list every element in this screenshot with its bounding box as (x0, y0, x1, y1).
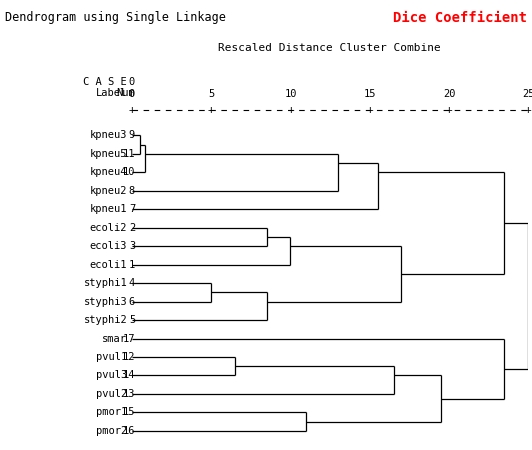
Text: kpneu2: kpneu2 (90, 186, 127, 196)
Text: 7: 7 (129, 204, 135, 214)
Text: 2: 2 (129, 223, 135, 233)
Text: 9: 9 (129, 130, 135, 140)
Text: kpneu5: kpneu5 (90, 149, 127, 159)
Text: ecoli3: ecoli3 (90, 241, 127, 251)
Text: styphi3: styphi3 (84, 297, 127, 306)
Text: pvul1: pvul1 (96, 352, 127, 362)
Text: pmor1: pmor1 (96, 407, 127, 418)
Text: ecoli2: ecoli2 (90, 223, 127, 233)
Text: 5: 5 (208, 89, 214, 99)
Text: 16: 16 (122, 426, 135, 436)
Text: styphi1: styphi1 (84, 278, 127, 288)
Text: Label: Label (96, 88, 127, 98)
Text: styphi2: styphi2 (84, 315, 127, 325)
Text: ecoli1: ecoli1 (90, 260, 127, 270)
Text: 0: 0 (129, 77, 135, 87)
Text: 25: 25 (522, 89, 532, 99)
Text: pvul3: pvul3 (96, 370, 127, 381)
Text: +: + (367, 105, 373, 115)
Text: Dendrogram using Single Linkage: Dendrogram using Single Linkage (5, 11, 226, 24)
Text: kpneu4: kpneu4 (90, 167, 127, 177)
Text: 13: 13 (122, 389, 135, 399)
Text: smar: smar (102, 333, 127, 343)
Text: 1: 1 (129, 260, 135, 270)
Text: 14: 14 (122, 370, 135, 381)
Text: 10: 10 (284, 89, 297, 99)
Text: 11: 11 (122, 149, 135, 159)
Text: 20: 20 (443, 89, 455, 99)
Text: kpneu3: kpneu3 (90, 130, 127, 140)
Text: +: + (287, 105, 294, 115)
Text: 3: 3 (129, 241, 135, 251)
Text: Dice Coefficient: Dice Coefficient (393, 11, 527, 25)
Text: 12: 12 (122, 352, 135, 362)
Text: 4: 4 (129, 278, 135, 288)
Text: C A S E: C A S E (84, 77, 127, 87)
Text: +: + (446, 105, 452, 115)
Text: 10: 10 (122, 167, 135, 177)
Text: 15: 15 (122, 407, 135, 418)
Text: Num: Num (117, 88, 135, 98)
Text: +: + (129, 105, 135, 115)
Text: pvul2: pvul2 (96, 389, 127, 399)
Text: 8: 8 (129, 186, 135, 196)
Text: 15: 15 (363, 89, 376, 99)
Text: +: + (208, 105, 214, 115)
Text: pmor2: pmor2 (96, 426, 127, 436)
Text: 5: 5 (129, 315, 135, 325)
Text: 0: 0 (129, 89, 135, 99)
Text: kpneu1: kpneu1 (90, 204, 127, 214)
Text: 17: 17 (122, 333, 135, 343)
Text: +: + (525, 105, 531, 115)
Text: 6: 6 (129, 297, 135, 306)
Text: Rescaled Distance Cluster Combine: Rescaled Distance Cluster Combine (219, 43, 441, 53)
